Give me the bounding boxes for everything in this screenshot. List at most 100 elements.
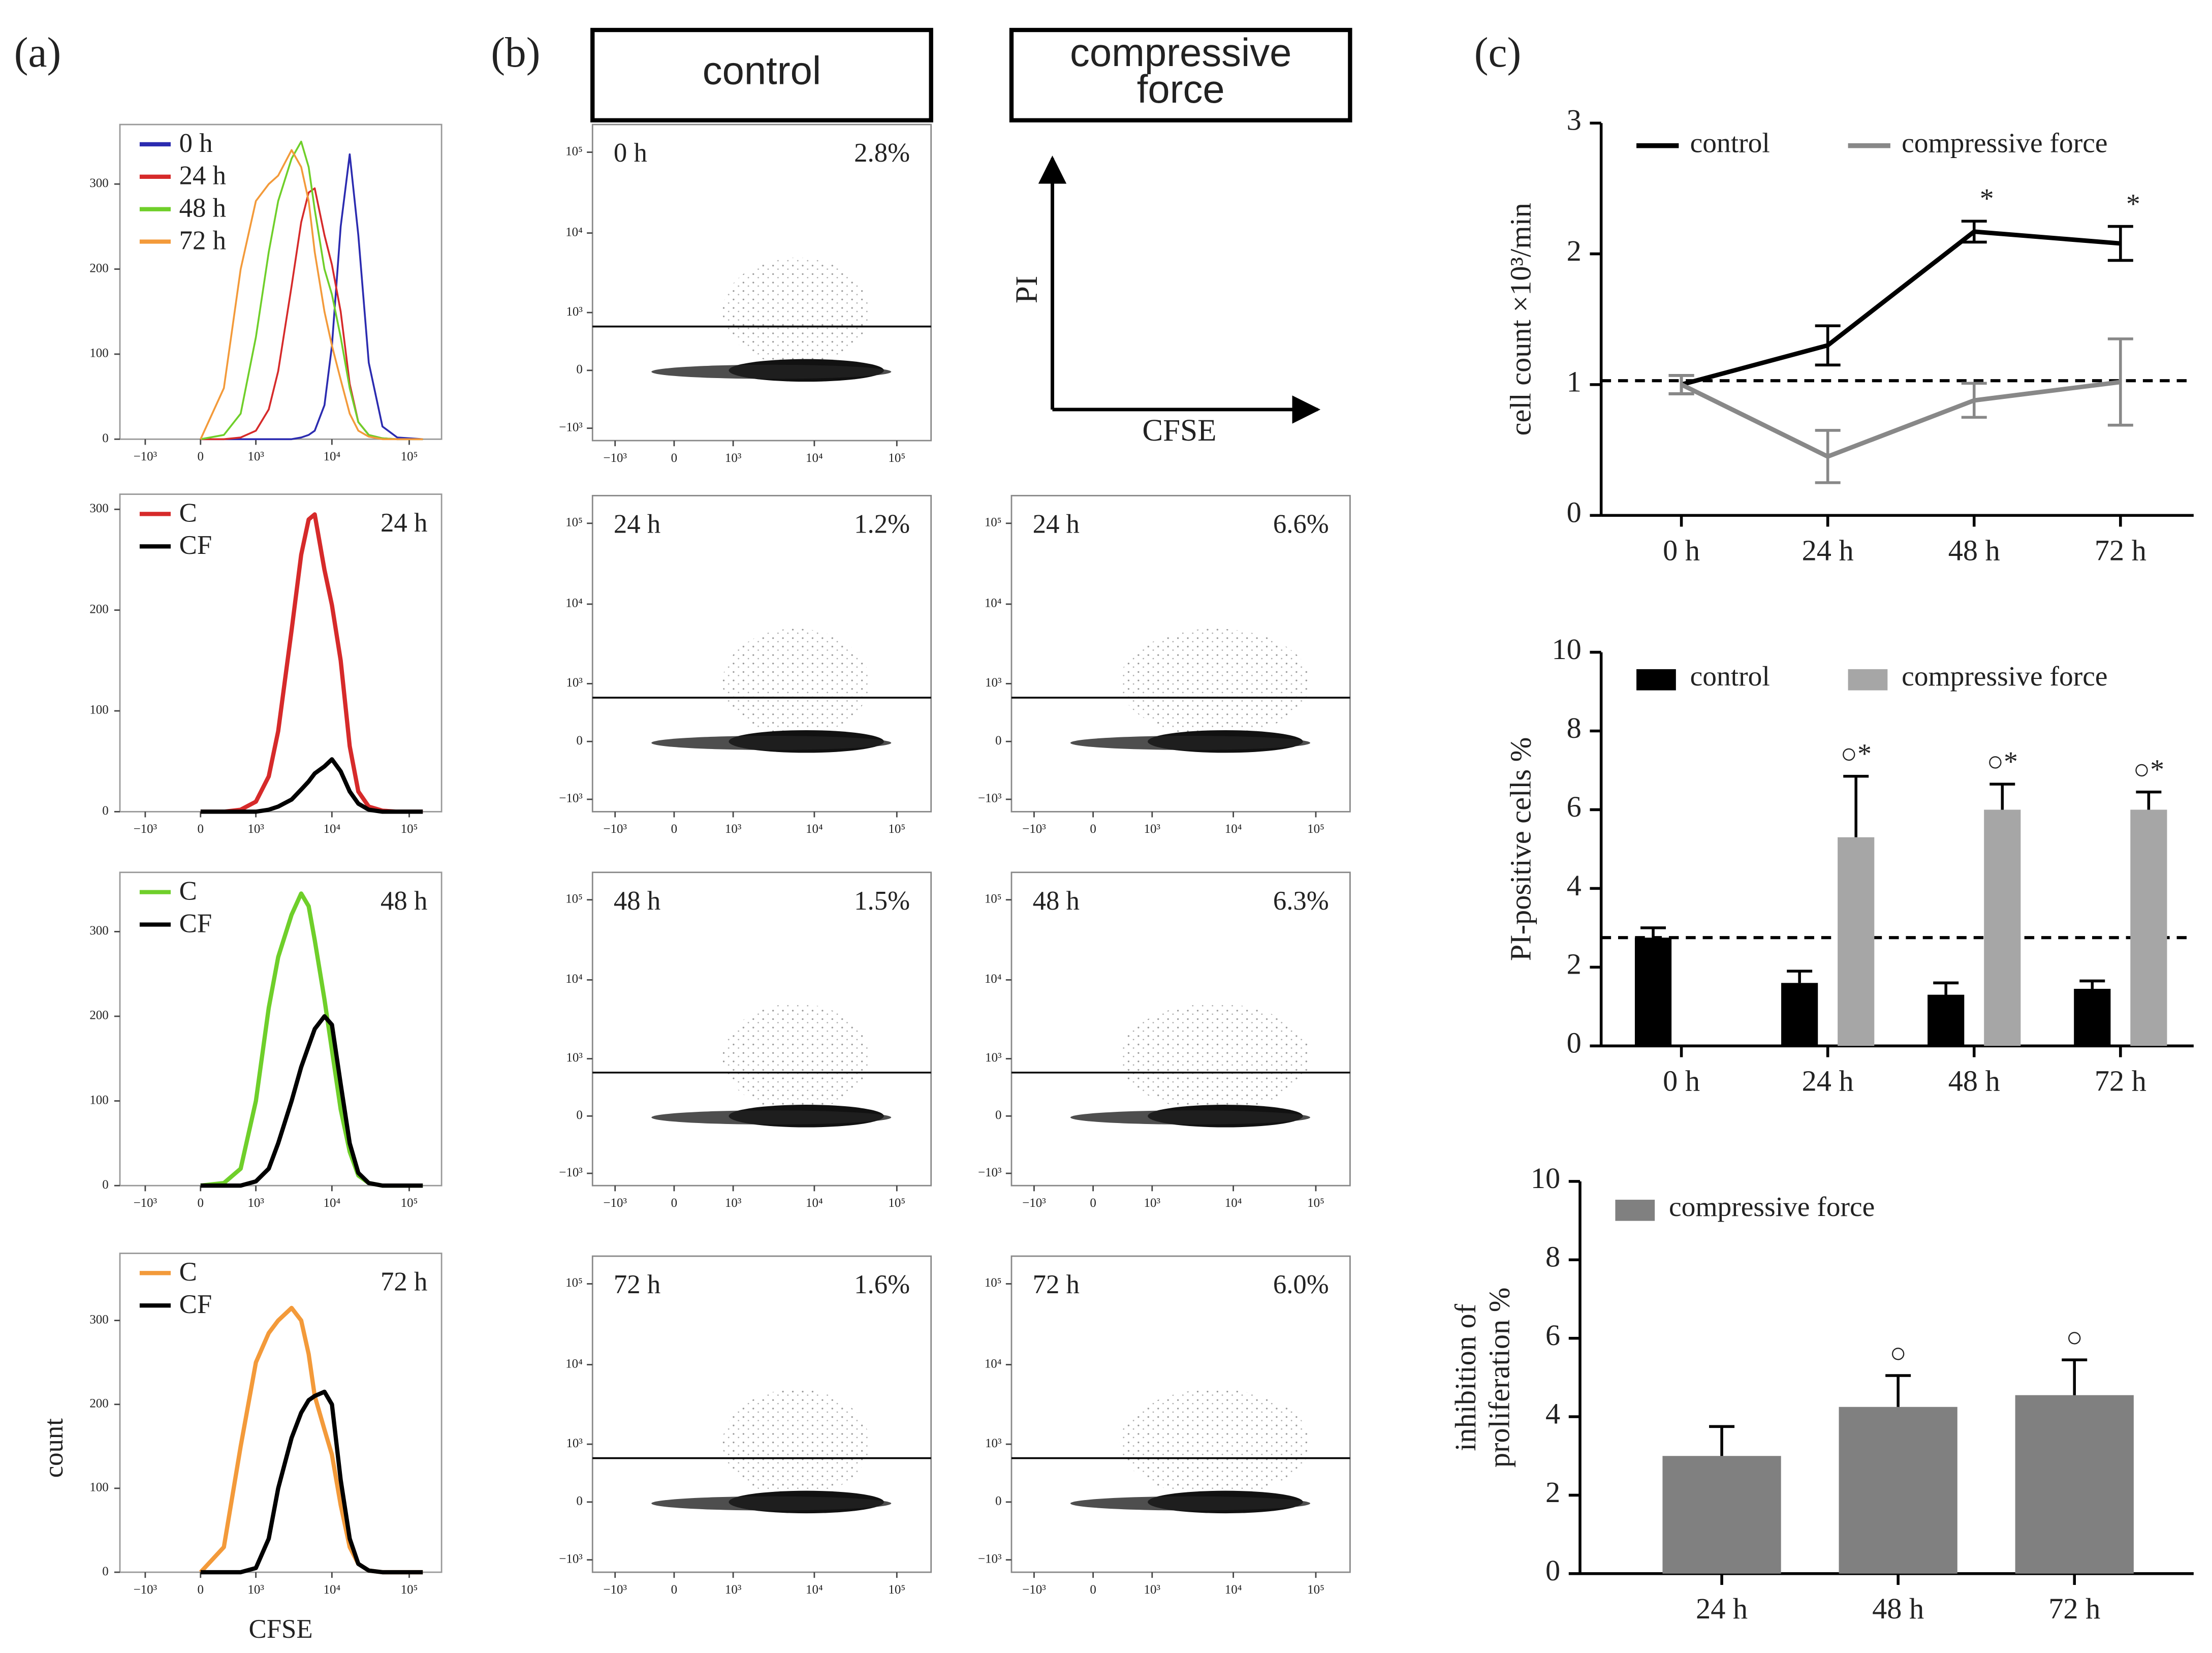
line-series <box>1680 380 2121 459</box>
bar <box>1838 837 1875 1046</box>
x-tick-label: 0 h <box>1663 534 1700 567</box>
x-tick-label: 10⁵ <box>888 1196 905 1210</box>
y-tick-label: 0 <box>995 734 1001 747</box>
y-tick-label: −10³ <box>978 1166 1002 1179</box>
x-tick-label: 10⁴ <box>323 1583 340 1597</box>
x-tick-label: 10³ <box>725 1196 742 1210</box>
legend-label: 0 h <box>179 129 213 158</box>
x-tick-label: 10⁵ <box>401 1583 418 1597</box>
x-tick-label: 0 <box>197 450 203 463</box>
y-tick-label: 200 <box>89 602 108 616</box>
annotation: ○ <box>2066 1322 2083 1353</box>
x-tick-label: 10³ <box>1144 822 1161 836</box>
plot-frame <box>1010 1255 1351 1573</box>
x-tick-label: 10⁴ <box>323 1196 340 1210</box>
x-tick-label: 0 <box>197 1196 203 1210</box>
x-tick-label: 0 h <box>1663 1065 1700 1098</box>
y-tick-label: 10⁵ <box>565 892 583 906</box>
x-tick-label: 72 h <box>2095 534 2146 567</box>
chart-title: 48 h <box>381 886 427 916</box>
y-tick-label: 10⁵ <box>985 1276 1002 1290</box>
y-tick-label: 300 <box>89 176 108 190</box>
legend-label: 48 h <box>179 194 226 223</box>
y-tick-label: −10³ <box>978 792 1002 805</box>
chart: 0 100 200 300 −10³ 0 10³ 10⁴ 10⁵ C CF 24 h <box>89 493 443 836</box>
cell-cloud <box>1119 1389 1311 1496</box>
header-box <box>1009 27 1352 122</box>
y-tick-label: 0 <box>995 1108 1001 1122</box>
panel-time: 0 h <box>614 138 647 168</box>
bar <box>1634 938 1672 1046</box>
panel-time: 72 h <box>614 1270 660 1299</box>
x-tick-label: −10³ <box>134 450 157 463</box>
x-tick-label: 0 <box>197 822 203 836</box>
y-tick-label: 10⁵ <box>565 516 583 529</box>
x-tick-label: 0 <box>671 451 678 465</box>
cell-cloud <box>651 364 892 379</box>
panel-percent: 1.2% <box>854 510 910 539</box>
x-tick-label: 0 <box>1090 822 1096 836</box>
x-tick-label: 48 h <box>1948 534 2000 567</box>
histogram-line <box>200 757 423 814</box>
y-axis-label: PI-positive cells % <box>1504 737 1537 961</box>
bar <box>2130 809 2167 1046</box>
axis-label: CFSE <box>1142 414 1216 448</box>
x-tick-label: 0 <box>197 1583 203 1597</box>
legend-label: CF <box>179 531 212 560</box>
y-tick-label: 100 <box>89 703 108 717</box>
x-tick-label: 10⁴ <box>1225 1583 1242 1597</box>
histogram-line <box>199 1305 423 1575</box>
y-tick-label: 300 <box>89 1313 108 1326</box>
y-axis-label: inhibition of <box>1449 1303 1482 1451</box>
histogram-line <box>200 149 423 441</box>
y-tick-label: 0 <box>576 1494 583 1508</box>
cell-cloud <box>1070 1110 1310 1125</box>
cell-cloud <box>722 1003 870 1111</box>
panel-percent: 6.6% <box>1273 510 1329 539</box>
x-tick-label: 10⁴ <box>1225 822 1242 836</box>
legend-label: C <box>179 1257 197 1287</box>
y-tick-label: 10³ <box>566 1051 583 1065</box>
annotation: ○* <box>1841 738 1872 769</box>
panel-percent: 1.6% <box>854 1270 910 1299</box>
chart-title: 72 h <box>381 1267 427 1297</box>
bar <box>1839 1407 1957 1574</box>
panel-label: (c) <box>1474 29 1521 76</box>
chart: 0 2 4 6 8 10 24 h 48 h 72 h inhibition of prolifer… <box>1449 1162 2194 1625</box>
x-tick-label: 24 h <box>1802 1065 1854 1098</box>
y-tick-label: 2 <box>1545 1476 1560 1509</box>
cell-cloud <box>1119 629 1311 736</box>
y-tick-label: 1 <box>1567 365 1582 398</box>
histogram-line <box>200 153 423 441</box>
x-tick-label: 10⁵ <box>888 451 905 465</box>
legend-swatch <box>1848 669 1888 691</box>
x-tick-label: −10³ <box>134 822 157 836</box>
column-header-wrap: compressive force <box>1070 31 1291 111</box>
x-tick-label: 10³ <box>1144 1583 1161 1597</box>
plot-frame <box>119 1253 443 1573</box>
y-tick-label: 0 <box>1567 1026 1582 1059</box>
legend-label: C <box>179 498 197 527</box>
y-axis-label: proliferation % <box>1483 1288 1516 1468</box>
y-tick-label: −10³ <box>978 1552 1002 1566</box>
plot-frame <box>591 494 932 813</box>
x-tick-label: 10⁵ <box>888 1583 905 1597</box>
x-tick-label: 10⁴ <box>806 451 823 465</box>
x-tick-label: 10³ <box>247 450 264 463</box>
y-tick-label: 200 <box>89 261 108 275</box>
y-tick-label: 0 <box>1567 496 1582 529</box>
y-tick-label: 10⁵ <box>565 144 583 158</box>
y-tick-label: 10⁴ <box>985 972 1002 986</box>
y-tick-label: 2 <box>1567 948 1582 981</box>
y-tick-label: 6 <box>1545 1319 1560 1352</box>
y-tick-label: −10³ <box>559 1166 583 1179</box>
x-tick-label: 0 <box>671 1583 678 1597</box>
legend-swatch <box>1636 669 1676 691</box>
bar <box>2015 1395 2134 1574</box>
chart-title: 24 h <box>381 508 427 538</box>
cell-cloud <box>722 629 870 736</box>
plot-frame <box>1010 871 1351 1187</box>
legend-label: 72 h <box>179 226 226 255</box>
chart: 0 100 200 300 −10³ 0 10³ 10⁴ 10⁵ 0 h 24 h 48 h 72 h <box>89 123 443 463</box>
